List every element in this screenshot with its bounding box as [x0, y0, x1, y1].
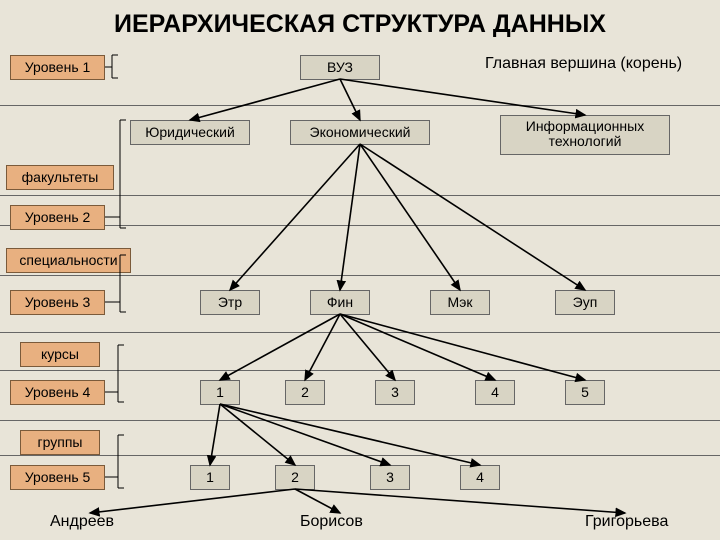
page-title: ИЕРАРХИЧЕСКАЯ СТРУКТУРА ДАННЫХ: [0, 10, 720, 39]
node-root: ВУЗ: [300, 55, 380, 80]
node-group1: 1: [190, 465, 230, 490]
node-course3: 3: [375, 380, 415, 405]
divider-line: [0, 370, 720, 371]
student-grigorieva: Григорьева: [585, 513, 668, 531]
node-group2: 2: [275, 465, 315, 490]
courses-label: курсы: [20, 342, 100, 367]
level5-label: Уровень 5: [10, 465, 105, 490]
student-borisov: Борисов: [300, 513, 363, 531]
divider-line: [0, 332, 720, 333]
faculties-label: факультеты: [6, 165, 114, 190]
node-fac2: Экономический: [290, 120, 430, 145]
node-group3: 3: [370, 465, 410, 490]
node-course4: 4: [475, 380, 515, 405]
node-fac1: Юридический: [130, 120, 250, 145]
divider-line: [0, 455, 720, 456]
node-group4: 4: [460, 465, 500, 490]
node-spec1: Этр: [200, 290, 260, 315]
divider-line: [0, 275, 720, 276]
level4-label: Уровень 4: [10, 380, 105, 405]
node-course2: 2: [285, 380, 325, 405]
node-spec3: Мэк: [430, 290, 490, 315]
node-course5: 5: [565, 380, 605, 405]
divider-line: [0, 105, 720, 106]
groups-label: группы: [20, 430, 100, 455]
specialties-label: специальности: [6, 248, 131, 273]
node-fac3: Информационных технологий: [500, 115, 670, 155]
level3-label: Уровень 3: [10, 290, 105, 315]
level1-label: Уровень 1: [10, 55, 105, 80]
node-spec4: Эуп: [555, 290, 615, 315]
node-course1: 1: [200, 380, 240, 405]
node-spec2: Фин: [310, 290, 370, 315]
root-annotation: Главная вершина (корень): [485, 55, 682, 73]
student-andreev: Андреев: [50, 513, 114, 531]
divider-line: [0, 420, 720, 421]
divider-line: [0, 225, 720, 226]
divider-line: [0, 195, 720, 196]
level2-label: Уровень 2: [10, 205, 105, 230]
